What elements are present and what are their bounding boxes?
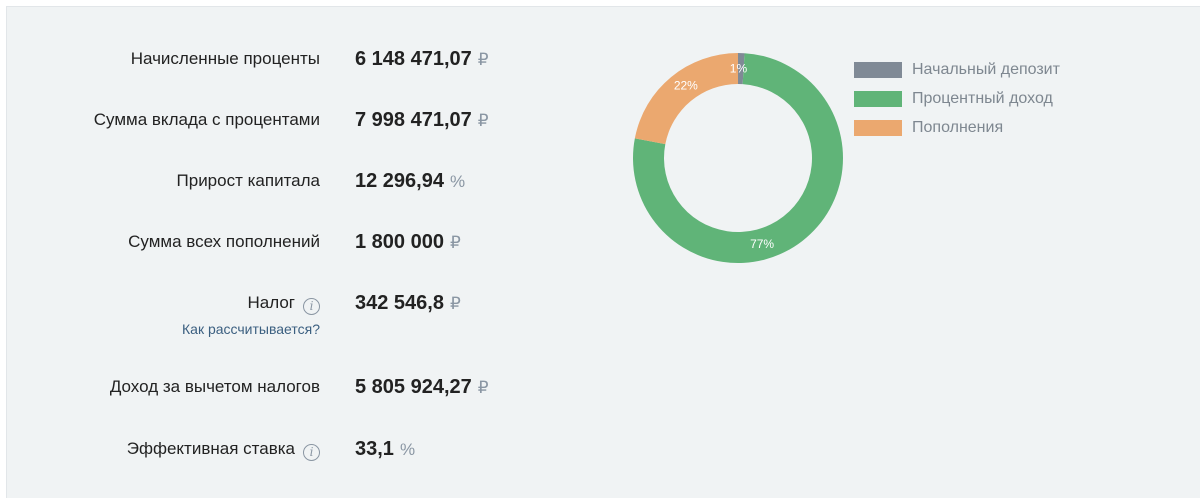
tax-info-icon[interactable]: i [303,297,320,315]
capital-growth-amount: 12 296,94 [355,170,444,192]
effective-rate-label: Эффективная ставка [126,439,295,458]
legend-item-replenishments[interactable]: Пополнения [854,113,1060,142]
net-income-label: Доход за вычетом налогов [109,377,320,396]
legend-swatch-interest-income [854,90,902,107]
net-income-value: 5 805 924,27 ₽ [355,372,489,403]
tax-amount: 342 546,8 [355,292,444,314]
legend-swatch-initial-deposit [854,61,902,78]
total-replenishments-amount: 1 800 000 [355,231,444,253]
legend-label-replenishments: Пополнения [912,118,1004,136]
net-income-amount: 5 805 924,27 [355,376,472,398]
donut-slice-initial-deposit[interactable] [738,53,745,85]
ruble-icon: ₽ [449,233,461,252]
total-with-interest-value: 7 998 471,07 ₽ [355,105,489,136]
donut-chart: 1% 77% 22% [633,53,843,263]
tax-calculation-link[interactable]: Как рассчитывается? [182,321,320,337]
donut-slice-interest-income[interactable] [633,53,843,263]
results-panel: Начисленные проценты 6 148 471,07 ₽ Сумма… [6,6,1200,498]
legend-label-interest-income: Процентный доход [912,89,1053,107]
total-with-interest-amount: 7 998 471,07 [355,109,472,131]
percent-sign: % [449,172,466,191]
accrued-interest-amount: 6 148 471,07 [355,48,472,70]
legend-swatch-replenishments [854,119,902,136]
effective-rate-label-wrap: Эффективная ставка i [7,434,320,464]
ruble-icon: ₽ [477,111,489,130]
effective-rate-value: 33,1% [355,434,415,465]
legend-item-initial-deposit[interactable]: Начальный депозит [854,55,1060,84]
capital-growth-label: Прирост капитала [176,171,320,190]
legend-label-initial-deposit: Начальный депозит [912,60,1060,78]
ruble-icon: ₽ [477,378,489,397]
tax-label-wrap: Налог i [7,288,320,318]
capital-growth-value: 12 296,94% [355,166,465,197]
total-replenishments-value: 1 800 000 ₽ [355,227,461,258]
chart-legend: Начальный депозит Процентный доход Попол… [854,55,1060,142]
total-with-interest-label: Сумма вклада с процентами [93,110,320,129]
accrued-interest-label: Начисленные проценты [130,49,320,68]
total-replenishments-label: Сумма всех пополнений [128,232,320,251]
accrued-interest-value: 6 148 471,07 ₽ [355,44,489,75]
ruble-icon: ₽ [477,50,489,69]
legend-item-interest-income[interactable]: Процентный доход [854,84,1060,113]
donut-label-interest-income: 77% [750,237,774,251]
effective-rate-amount: 33,1 [355,438,394,460]
donut-label-replenishments: 22% [674,78,698,92]
percent-sign: % [399,440,416,459]
tax-label: Налог [247,293,296,312]
effective-rate-info-icon[interactable]: i [303,443,320,461]
tax-value: 342 546,8 ₽ [355,288,461,319]
donut-slice-replenishments[interactable] [634,53,738,145]
ruble-icon: ₽ [449,294,461,313]
donut-label-initial-deposit: 1% [730,62,748,76]
